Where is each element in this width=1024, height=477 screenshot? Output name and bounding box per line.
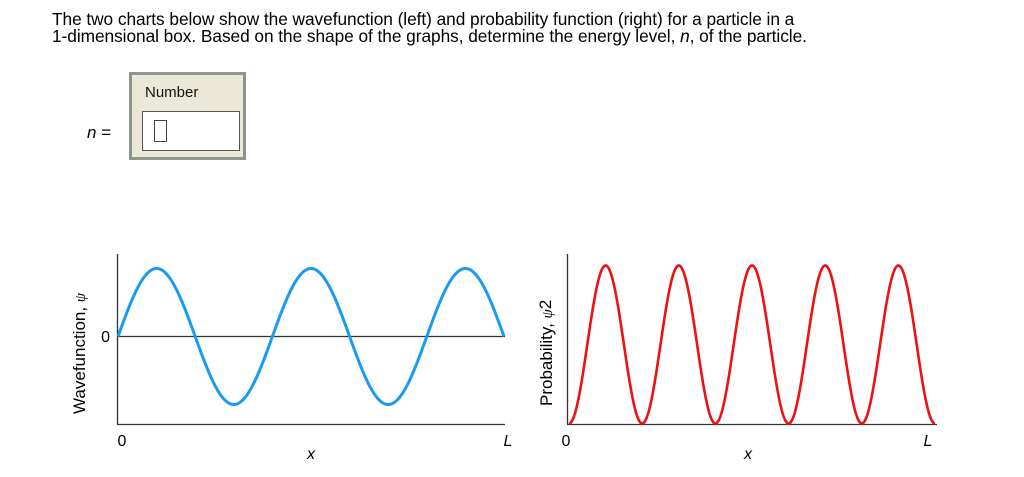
question-variable-n: n (680, 26, 690, 46)
left-x-label: x (306, 446, 316, 463)
psi-symbol: ψ (540, 308, 556, 318)
wavefunction-chart: 0 0 L x Wavefunction, ψ (70, 254, 512, 463)
question-line-2: 1-dimensional box. Based on the shape of… (52, 26, 992, 46)
question-line-1: The two charts below show the wavefuncti… (52, 9, 795, 29)
left-x-tick-L: L (504, 433, 513, 450)
left-y-label-text: Wavefunction, (70, 302, 89, 414)
psi-symbol: ψ (73, 292, 89, 302)
question-text: The two charts below show the wavefuncti… (52, 9, 992, 46)
probability-curve (568, 264, 936, 425)
right-y-label-text: Probability, (537, 318, 556, 406)
right-x-tick-0: 0 (562, 433, 571, 450)
wavefunction-curve (116, 266, 506, 407)
question-line-2-start: 1-dimensional box. Based on the shape of… (52, 26, 681, 46)
answer-equals: = (96, 123, 112, 142)
number-input[interactable] (142, 111, 240, 151)
right-x-tick-L: L (924, 433, 933, 450)
question-line-2-end: , of the particle. (689, 26, 807, 46)
squared-superscript: 2 (536, 300, 555, 309)
text-cursor-box[interactable] (154, 120, 167, 142)
right-y-label: Probability, ψ2 (536, 300, 556, 406)
probability-chart: 0 L x Probability, ψ2 (536, 254, 937, 463)
left-x-tick-0: 0 (118, 433, 127, 450)
answer-box-label: Number (145, 84, 199, 101)
right-x-label: x (743, 446, 753, 463)
answer-variable: n (87, 123, 97, 142)
answer-prompt: n = (87, 123, 111, 143)
left-y-label: Wavefunction, ψ (70, 292, 89, 414)
left-y-tick-0: 0 (101, 329, 110, 346)
answer-widget: Number (129, 72, 246, 160)
